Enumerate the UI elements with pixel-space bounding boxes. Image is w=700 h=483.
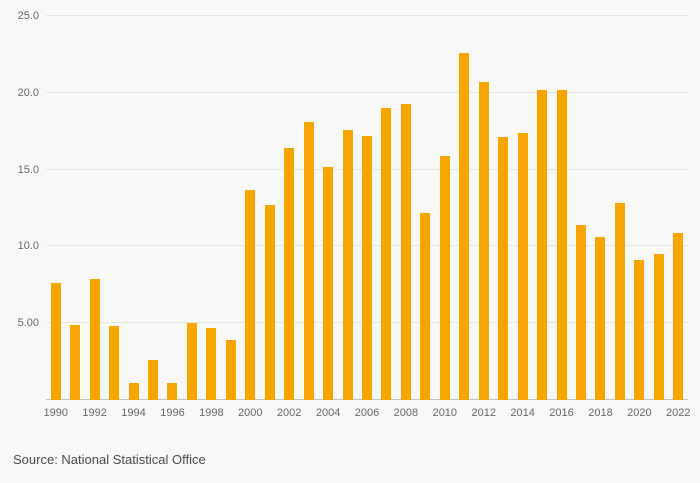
bar: [478, 82, 489, 400]
x-tick-label: 1994: [121, 407, 146, 419]
bar: [517, 132, 528, 400]
x-tick-label: 2012: [471, 407, 496, 419]
x-tick-label: 2010: [432, 407, 458, 419]
bar: [128, 383, 139, 400]
bar: [89, 278, 100, 400]
x-tick-label: 1998: [199, 407, 224, 419]
bar: [556, 89, 567, 400]
bar: [225, 340, 236, 400]
x-tick-label: 1992: [82, 407, 107, 419]
bar: [634, 260, 645, 400]
y-tick-label: 10.0: [17, 240, 39, 253]
x-tick-label: 2008: [393, 407, 419, 419]
bar: [109, 326, 120, 400]
bar: [381, 108, 392, 400]
x-tick-label: 2000: [238, 407, 263, 419]
x-tick-label: 1990: [43, 407, 68, 419]
x-tick-label: 2014: [510, 407, 535, 419]
bar: [342, 129, 353, 400]
plot-area: 5.00 10.0 15.0 20.0 25.0 1990 1992 1994 1996 1998…: [18, 10, 691, 419]
bar: [50, 283, 61, 400]
gridline: [46, 91, 688, 93]
bar: [167, 383, 178, 400]
bar: [576, 224, 586, 400]
bar: [323, 166, 334, 400]
bar: [537, 89, 548, 400]
bar: [400, 103, 411, 400]
bar: [284, 148, 295, 400]
bar: [186, 323, 197, 400]
bar: [439, 155, 450, 400]
y-tick-label: 20.0: [17, 86, 39, 99]
bar: [148, 360, 158, 400]
x-tick-label: 2018: [588, 407, 613, 419]
bar: [498, 137, 509, 400]
x-tick-label: 1996: [160, 407, 185, 419]
bar: [245, 189, 256, 400]
y-tick-label: 15.0: [17, 163, 39, 176]
bar: [70, 324, 81, 400]
x-tick-label: 2002: [276, 407, 302, 419]
bar: [206, 327, 217, 400]
bar: [653, 254, 664, 400]
x-tick-label: 2004: [315, 407, 341, 419]
bar: [362, 135, 372, 400]
bar: [595, 237, 606, 400]
gridline: [46, 15, 688, 16]
x-tick-label: 2022: [666, 407, 691, 419]
bar: [303, 121, 314, 400]
x-tick-label: 2006: [354, 407, 380, 419]
bar: [614, 203, 625, 400]
bar: [420, 212, 431, 400]
y-tick-label: 25.0: [17, 10, 39, 22]
bar: [459, 52, 470, 400]
bar: [264, 204, 275, 400]
bar: [673, 232, 684, 400]
source-note: Source: National Statistical Office: [13, 452, 206, 467]
x-tick-label: 2020: [627, 407, 652, 419]
y-tick-label: 5.00: [17, 317, 39, 330]
x-tick-label: 2016: [549, 407, 574, 419]
